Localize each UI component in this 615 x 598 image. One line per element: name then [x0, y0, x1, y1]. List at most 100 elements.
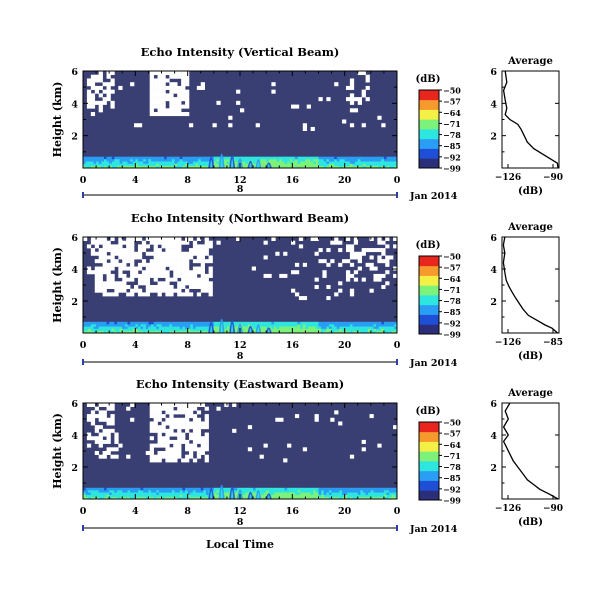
y-axis-label: Height (km)	[51, 82, 64, 158]
colorbar-segment	[419, 285, 439, 288]
colorbar-segment	[419, 158, 439, 161]
x-tick-label: 0	[394, 175, 401, 186]
colorbar-segment	[419, 478, 439, 481]
x-tick-label: 12	[233, 175, 246, 186]
colorbar-segment	[419, 332, 439, 335]
colorbar-segment	[419, 123, 439, 126]
colorbar-segment	[419, 160, 439, 163]
colorbar-segment	[419, 447, 439, 450]
colorbar-tick-label: −85	[443, 473, 461, 483]
colorbar-tick-label: −71	[443, 119, 461, 129]
average-y-tick-label: 2	[490, 132, 497, 143]
average-y-tick-label: 2	[490, 297, 497, 308]
echo-core	[210, 491, 213, 499]
x-tick-label: 16	[286, 175, 300, 186]
colorbar-segment	[419, 322, 439, 325]
average-x-label: (dB)	[518, 517, 543, 528]
colorbar-segment	[419, 113, 439, 116]
colorbar-segment	[419, 109, 439, 112]
colorbar-segment	[419, 91, 439, 95]
colorbar-segment	[419, 117, 439, 120]
colorbar-segment	[419, 101, 439, 105]
echo-core	[257, 492, 260, 499]
colorbar-segment	[419, 289, 439, 292]
average-y-tick-label: 6	[490, 67, 497, 78]
colorbar-segment	[419, 142, 439, 145]
average-x-tick-label: −85	[543, 338, 563, 348]
colorbar-tick-label: −50	[443, 418, 461, 428]
average-y-tick-label: 2	[490, 463, 497, 474]
colorbar-segment	[419, 427, 439, 431]
colorbar-segment	[419, 146, 439, 149]
panel-title: Echo Intensity (Vertical Beam)	[141, 45, 340, 59]
colorbar-tick-label: −85	[443, 141, 461, 151]
average-profile-line	[502, 236, 559, 334]
y-tick-label: 6	[71, 399, 78, 410]
colorbar-tick-label: −99	[443, 496, 461, 506]
colorbar-segment	[419, 472, 439, 476]
colorbar-segment	[419, 273, 439, 276]
colorbar-segment	[419, 462, 439, 466]
colorbar-segment	[419, 316, 439, 319]
colorbar-segment	[419, 129, 439, 132]
y-tick-label: 6	[71, 233, 78, 244]
colorbar-segment	[419, 261, 439, 265]
echo-core	[220, 157, 223, 168]
colorbar-segment	[419, 455, 439, 458]
echo-core	[230, 490, 234, 499]
colorbar-segment	[419, 486, 439, 489]
colorbar-segment	[419, 291, 439, 294]
data-gaps	[86, 71, 386, 131]
colorbar-segment	[419, 314, 439, 317]
colorbar-segment	[419, 103, 439, 106]
y-tick-label: 6	[71, 67, 78, 78]
x-tick-label: 16	[286, 506, 300, 517]
date-caption: Jan 2014	[409, 191, 458, 202]
date-caption: Jan 2014	[409, 524, 458, 535]
colorbar-segment	[419, 445, 439, 448]
colorbar-segment	[419, 99, 439, 103]
colorbar-tick-label: −71	[443, 285, 461, 295]
echo-core	[249, 327, 252, 333]
colorbar-tick-label: −57	[443, 429, 461, 439]
colorbar-segment	[419, 300, 439, 304]
colorbar-segment	[419, 144, 439, 147]
colorbar-segment	[419, 474, 439, 477]
date-axis-end-marker	[82, 525, 84, 531]
echo-band	[83, 318, 398, 334]
colorbar-tick-label: −64	[443, 108, 461, 118]
colorbar-segment	[419, 431, 439, 435]
data-gaps	[83, 237, 398, 301]
colorbar-segment	[419, 295, 439, 298]
colorbar-segment	[419, 451, 439, 454]
x-tick-label: 20	[338, 340, 352, 351]
colorbar-segment	[419, 304, 439, 308]
echo-core	[249, 493, 252, 499]
colorbar-segment	[419, 125, 439, 128]
colorbar-segment	[419, 496, 439, 499]
colorbar-segment	[419, 166, 439, 169]
y-tick-label: 2	[71, 297, 78, 308]
panel-1: Echo Intensity (Vertical Beam) 6 4 2 Height …	[51, 45, 563, 202]
echo-core	[210, 325, 213, 333]
date-axis-end-marker	[82, 192, 84, 198]
colorbar-segment	[419, 95, 439, 99]
echo-core	[257, 161, 260, 168]
y-axis-label: Height (km)	[51, 247, 64, 323]
colorbar-tick-label: −50	[443, 252, 461, 262]
colorbar-tick-label: −92	[443, 318, 461, 328]
colorbar-segment	[419, 107, 439, 110]
echo-core	[220, 488, 223, 499]
average-title: Average	[507, 56, 553, 67]
average-title: Average	[507, 388, 553, 399]
colorbar-segment	[419, 476, 439, 479]
colorbar-tick-label: −64	[443, 274, 461, 284]
average-profile-line	[502, 402, 559, 500]
colorbar-segment	[419, 330, 439, 333]
date-axis-end-marker	[396, 525, 398, 531]
colorbar-segment	[419, 162, 439, 165]
y-axis-label: Height (km)	[51, 413, 64, 489]
colorbar-segment	[419, 488, 439, 491]
colorbar-segment	[419, 480, 439, 483]
average-title: Average	[507, 222, 553, 233]
